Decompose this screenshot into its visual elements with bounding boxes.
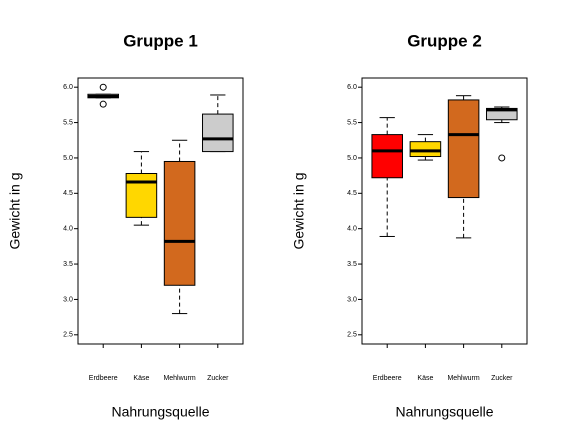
- y-tick-label: 3.5: [63, 261, 73, 268]
- box: [202, 113, 234, 153]
- plot-frame: [361, 77, 528, 345]
- outlier: [99, 83, 107, 91]
- y-tick-label: 3.0: [63, 296, 73, 303]
- y-axis-label: Gewicht in g: [291, 172, 307, 249]
- y-tick-label: 3.0: [347, 296, 357, 303]
- outlier: [498, 154, 506, 162]
- box: [409, 141, 442, 158]
- y-tick-label: 6.0: [63, 84, 73, 91]
- x-tick-label: Käse: [133, 375, 149, 382]
- y-tick-label: 2.5: [347, 332, 357, 339]
- x-tick-label: Käse: [417, 375, 433, 382]
- x-axis-label: Nahrungsquelle: [111, 404, 209, 420]
- x-tick-label: Erdbeere: [373, 375, 402, 382]
- x-tick-label: Mehlwurm: [447, 375, 479, 382]
- box: [163, 160, 196, 286]
- box: [447, 99, 480, 199]
- x-axis-label: Nahrungsquelle: [395, 404, 493, 420]
- y-tick-label: 5.0: [347, 155, 357, 162]
- outlier: [99, 100, 107, 108]
- y-tick-label: 2.5: [63, 332, 73, 339]
- x-tick-label: Erdbeere: [89, 375, 118, 382]
- y-tick-label: 5.0: [63, 155, 73, 162]
- y-tick-label: 6.0: [347, 84, 357, 91]
- x-tick-label: Zucker: [491, 375, 513, 382]
- x-tick-label: Zucker: [207, 375, 229, 382]
- chart-title: Gruppe 2: [407, 31, 482, 50]
- y-tick-label: 3.5: [347, 261, 357, 268]
- y-tick-label: 4.5: [347, 190, 357, 197]
- y-tick-label: 5.5: [63, 119, 73, 126]
- y-tick-label: 4.0: [347, 226, 357, 233]
- y-axis-label: Gewicht in g: [7, 172, 23, 249]
- box: [125, 173, 158, 218]
- x-tick-label: Mehlwurm: [163, 375, 195, 382]
- chart-title: Gruppe 1: [123, 31, 198, 50]
- y-tick-label: 4.0: [63, 226, 73, 233]
- plot-frame: [77, 77, 244, 345]
- y-tick-label: 5.5: [347, 119, 357, 126]
- box: [371, 134, 403, 179]
- y-tick-label: 4.5: [63, 190, 73, 197]
